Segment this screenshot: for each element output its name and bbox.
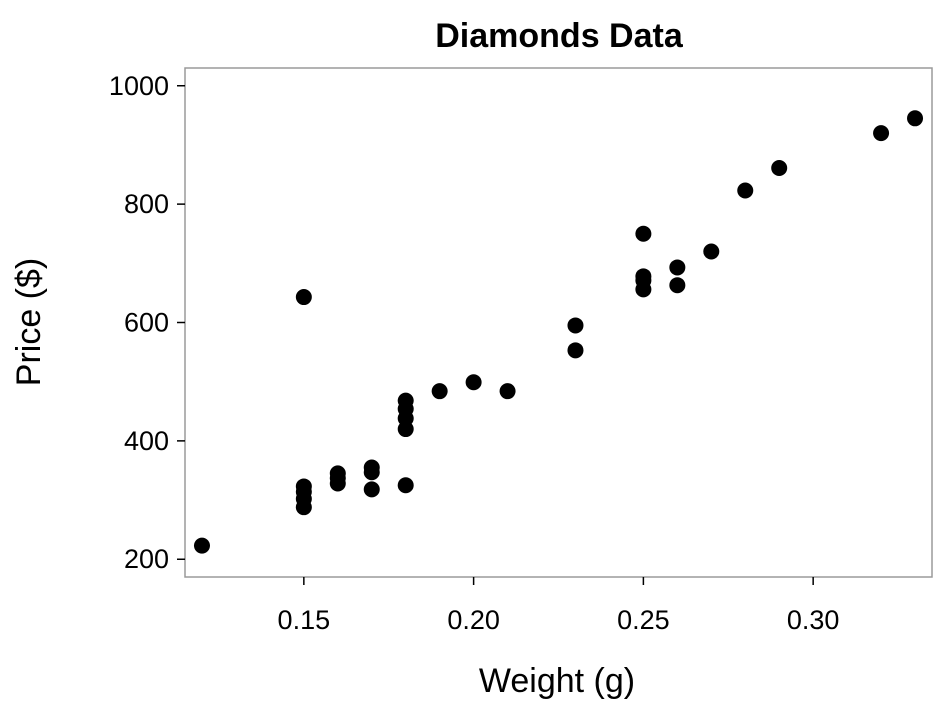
- data-point: [363, 464, 380, 481]
- data-point: [703, 243, 720, 260]
- data-point: [363, 481, 380, 498]
- data-point: [635, 225, 652, 242]
- data-point: [907, 110, 924, 127]
- y-tick-label: 1000: [109, 71, 169, 101]
- data-point: [295, 499, 312, 516]
- y-tick-label: 800: [124, 189, 169, 219]
- data-point: [669, 277, 686, 294]
- x-tick-label: 0.25: [617, 605, 670, 635]
- data-point: [397, 421, 414, 438]
- x-tick-label: 0.20: [447, 605, 500, 635]
- y-tick-label: 200: [124, 544, 169, 574]
- data-point: [499, 383, 516, 400]
- data-point: [465, 374, 482, 391]
- y-tick-label: 600: [124, 308, 169, 338]
- y-axis-label: Price ($): [10, 258, 48, 386]
- data-point: [329, 475, 346, 492]
- data-point: [193, 537, 210, 554]
- data-point: [737, 182, 754, 199]
- x-axis-label: Weight (g): [479, 662, 635, 700]
- y-axis-ticks: 200 400 600 800 1000: [109, 71, 185, 574]
- y-tick-label: 400: [124, 426, 169, 456]
- data-point: [635, 281, 652, 298]
- data-point: [431, 383, 448, 400]
- data-points: [193, 110, 924, 554]
- data-point: [771, 160, 788, 177]
- data-point: [397, 477, 414, 494]
- data-point: [295, 289, 312, 306]
- data-point: [669, 259, 686, 276]
- chart-title: Diamonds Data: [435, 17, 684, 55]
- data-point: [567, 317, 584, 334]
- x-axis-ticks: 0.15 0.20 0.25 0.30: [278, 577, 840, 635]
- data-point: [873, 125, 890, 142]
- x-tick-label: 0.15: [278, 605, 331, 635]
- x-tick-label: 0.30: [787, 605, 840, 635]
- data-point: [567, 342, 584, 359]
